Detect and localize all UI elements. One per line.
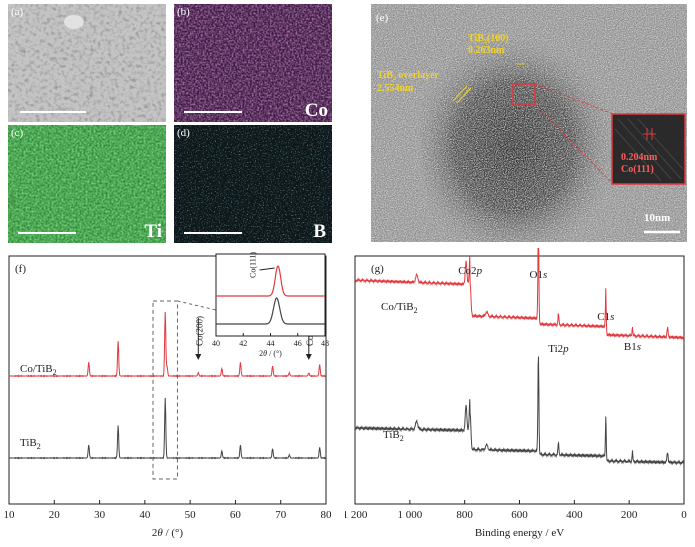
inset-x-tick-label: 48 xyxy=(321,339,329,348)
inset-annotation: Co(111) xyxy=(249,252,258,278)
hrtem-image-panel: (e) TiB₂(100) 0.263nm TiB₂ overlayer 2.5… xyxy=(371,4,687,242)
xps-chart: 1 200 1 000 800 600 400 200 0 Binding energy / … xyxy=(345,248,687,539)
x-tick-label: 80 xyxy=(321,509,333,521)
co-plane-label: Co(111) xyxy=(621,164,654,175)
plot-frame xyxy=(354,255,685,505)
inset-x-tick-label: 44 xyxy=(267,339,275,348)
x-axis-label: Binding energy / eV xyxy=(475,527,564,539)
peak-label: Ti2p xyxy=(548,343,569,355)
tib2-plane-label: TiB₂(100) xyxy=(468,33,509,44)
inset-x-tick-label: 46 xyxy=(294,339,302,348)
eds-texture-b xyxy=(174,125,332,243)
plot-frame xyxy=(8,255,327,505)
element-label-ti: Ti xyxy=(144,221,162,242)
sem-image-panel: (a) xyxy=(8,4,166,122)
overlayer-label: TiB₂ overlayer xyxy=(377,70,439,81)
tib2-spacing-label: 0.263nm xyxy=(468,45,505,56)
eds-texture-co xyxy=(174,4,332,122)
zoom-box xyxy=(152,300,178,480)
panel-label-d: (d) xyxy=(177,127,190,139)
eds-texture-ti xyxy=(8,125,166,243)
eds-map-b: (d) B xyxy=(174,125,332,243)
series-line xyxy=(8,311,327,378)
x-tick-label: 600 xyxy=(511,509,528,521)
x-tick-label: 0 xyxy=(681,509,687,521)
series-line xyxy=(354,356,685,466)
panel-label-g: (g) xyxy=(371,263,384,275)
peak-label: B1s xyxy=(624,341,641,353)
peak-label: Co2p xyxy=(458,265,482,277)
x-tick-label: 10 xyxy=(4,509,16,521)
element-label-co: Co xyxy=(304,100,328,121)
annotation-arrow-head xyxy=(305,354,312,360)
peak-label: O1s xyxy=(530,269,548,281)
series-line xyxy=(354,248,685,341)
eds-map-co: (b) Co xyxy=(174,4,332,122)
overlayer-thickness-label: 2.554nm xyxy=(377,83,414,94)
x-tick-label: 400 xyxy=(566,509,583,521)
x-tick-label: 20 xyxy=(49,509,61,521)
eds-map-ti: (c) Ti xyxy=(8,125,166,243)
element-label-b: B xyxy=(313,221,326,242)
peak-annotation: Co(200) xyxy=(194,316,204,346)
panel-label-b: (b) xyxy=(177,6,190,18)
x-tick-label: 1 000 xyxy=(397,509,422,521)
inset-series-line xyxy=(216,265,325,297)
annotation-arrow-head xyxy=(195,354,202,360)
zoom-region-box xyxy=(512,83,536,105)
zoom-connector xyxy=(177,300,217,311)
panel-label-c: (c) xyxy=(11,127,24,139)
x-tick-label: 1 200 xyxy=(345,509,368,521)
xrd-chart: 10 20 30 40 50 60 70 80 2θ / (°) (f) Co/TiB2 TiB2 Co… xyxy=(4,252,333,539)
hrtem-texture xyxy=(371,4,687,242)
x-axis-label: 2θ / (°) xyxy=(152,527,184,539)
inset-x-tick-label: 40 xyxy=(212,339,220,348)
xrd-chart-panel: 10 20 30 40 50 60 70 80 2θ / (°) (f) Co/TiB2 TiB2 Co… xyxy=(0,248,340,547)
inset-arrow xyxy=(259,267,275,271)
xps-chart-panel: 1 200 1 000 800 600 400 200 0 Binding energy / … xyxy=(345,248,695,547)
x-tick-label: 30 xyxy=(94,509,106,521)
x-tick-label: 60 xyxy=(230,509,242,521)
scale-bar-label: 10nm xyxy=(644,212,671,224)
inset-x-axis-label: 2θ / (°) xyxy=(259,349,282,358)
panel-label-e: (e) xyxy=(376,12,389,24)
peak-label: C1s xyxy=(597,311,614,323)
inset-series-line xyxy=(216,297,325,325)
series-label: TiB2 xyxy=(20,437,41,451)
x-tick-label: 50 xyxy=(185,509,197,521)
panel-label-f: (f) xyxy=(15,263,26,275)
panel-label-a: (a) xyxy=(11,6,24,18)
inset-x-tick-label: 42 xyxy=(239,339,247,348)
x-tick-label: 200 xyxy=(621,509,638,521)
x-tick-label: 40 xyxy=(139,509,151,521)
x-tick-label: 800 xyxy=(456,509,473,521)
series-label: Co/TiB2 xyxy=(20,363,57,377)
series-line xyxy=(8,397,327,460)
series-label: Co/TiB2 xyxy=(381,301,418,315)
series-label: TiB2 xyxy=(383,429,404,443)
x-tick-label: 70 xyxy=(275,509,287,521)
co-spacing-label: 0.204nm xyxy=(621,152,658,163)
sem-texture xyxy=(8,4,166,122)
